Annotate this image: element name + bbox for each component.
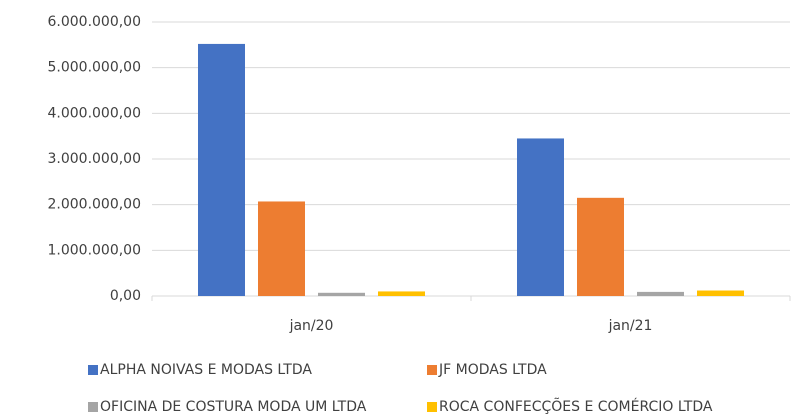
legend-label: ROCA CONFECÇÕES E COMÉRCIO LTDA (439, 398, 713, 415)
y-tick-label: 0,00 (110, 288, 141, 304)
legend-swatch (88, 402, 98, 412)
bar (697, 290, 744, 296)
y-tick-label: 4.000.000,00 (47, 105, 141, 121)
bar (258, 201, 305, 296)
bar (378, 291, 425, 296)
legend-label: OFICINA DE COSTURA MODA UM LTDA (100, 399, 367, 415)
legend-label: ALPHA NOIVAS E MODAS LTDA (100, 362, 312, 378)
bar (318, 292, 365, 296)
bar (198, 43, 245, 296)
x-tick-label: jan/21 (608, 318, 653, 334)
y-tick-label: 3.000.000,00 (47, 151, 141, 167)
legend-swatch (88, 365, 98, 375)
bar (517, 138, 564, 296)
legend-label: JF MODAS LTDA (438, 362, 547, 378)
bar (577, 197, 624, 296)
y-tick-label: 6.000.000,00 (47, 14, 141, 30)
x-tick-label: jan/20 (289, 318, 334, 334)
y-tick-label: 1.000.000,00 (47, 242, 141, 258)
legend-swatch (427, 365, 437, 375)
y-tick-label: 5.000.000,00 (47, 60, 141, 76)
legend-swatch (427, 402, 437, 412)
y-tick-label: 2.000.000,00 (47, 197, 141, 213)
bar (637, 291, 684, 296)
